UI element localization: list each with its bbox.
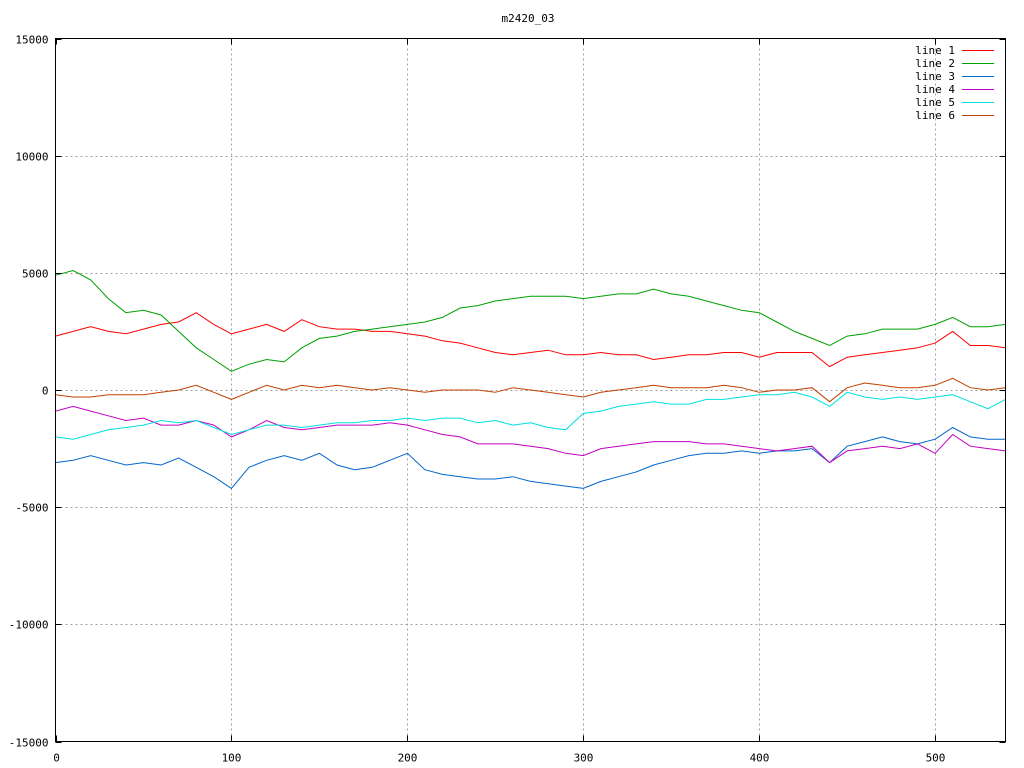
y-tick-label: -5000 <box>15 502 48 515</box>
legend-label: line 5 <box>915 96 955 109</box>
x-tick-label: 300 <box>574 752 594 765</box>
y-tick-label: -15000 <box>9 737 49 750</box>
legend-label: line 3 <box>915 70 955 83</box>
x-tick-label: 200 <box>398 752 418 765</box>
legend-label: line 4 <box>915 83 955 96</box>
y-tick-label: 15000 <box>15 34 48 47</box>
series-line-3 <box>55 426 1006 490</box>
series-lines <box>55 269 1006 490</box>
grid-lines <box>55 38 1006 742</box>
axis-ticks: 0 100 200 300 400 500 -15000 -10000 -5000 0 5000 10… <box>9 34 1006 765</box>
y-tick-label: -10000 <box>9 619 49 632</box>
x-tick-label: 0 <box>53 752 60 765</box>
legend-label: line 1 <box>915 44 955 57</box>
legend-label: line 6 <box>915 109 955 122</box>
x-tick-label: 100 <box>222 752 242 765</box>
series-line-2 <box>55 269 1006 372</box>
chart-title: m2420_03 <box>502 12 555 25</box>
series-line-1 <box>55 312 1006 368</box>
series-line-6 <box>55 377 1006 403</box>
series-line-4 <box>55 405 1006 464</box>
legend-label: line 2 <box>915 57 955 70</box>
x-tick-label: 500 <box>926 752 946 765</box>
series-line-5 <box>55 391 1006 440</box>
y-tick-label: 10000 <box>15 151 48 164</box>
x-tick-label: 400 <box>750 752 770 765</box>
y-tick-label: 5000 <box>22 268 49 281</box>
y-tick-label: 0 <box>42 385 49 398</box>
